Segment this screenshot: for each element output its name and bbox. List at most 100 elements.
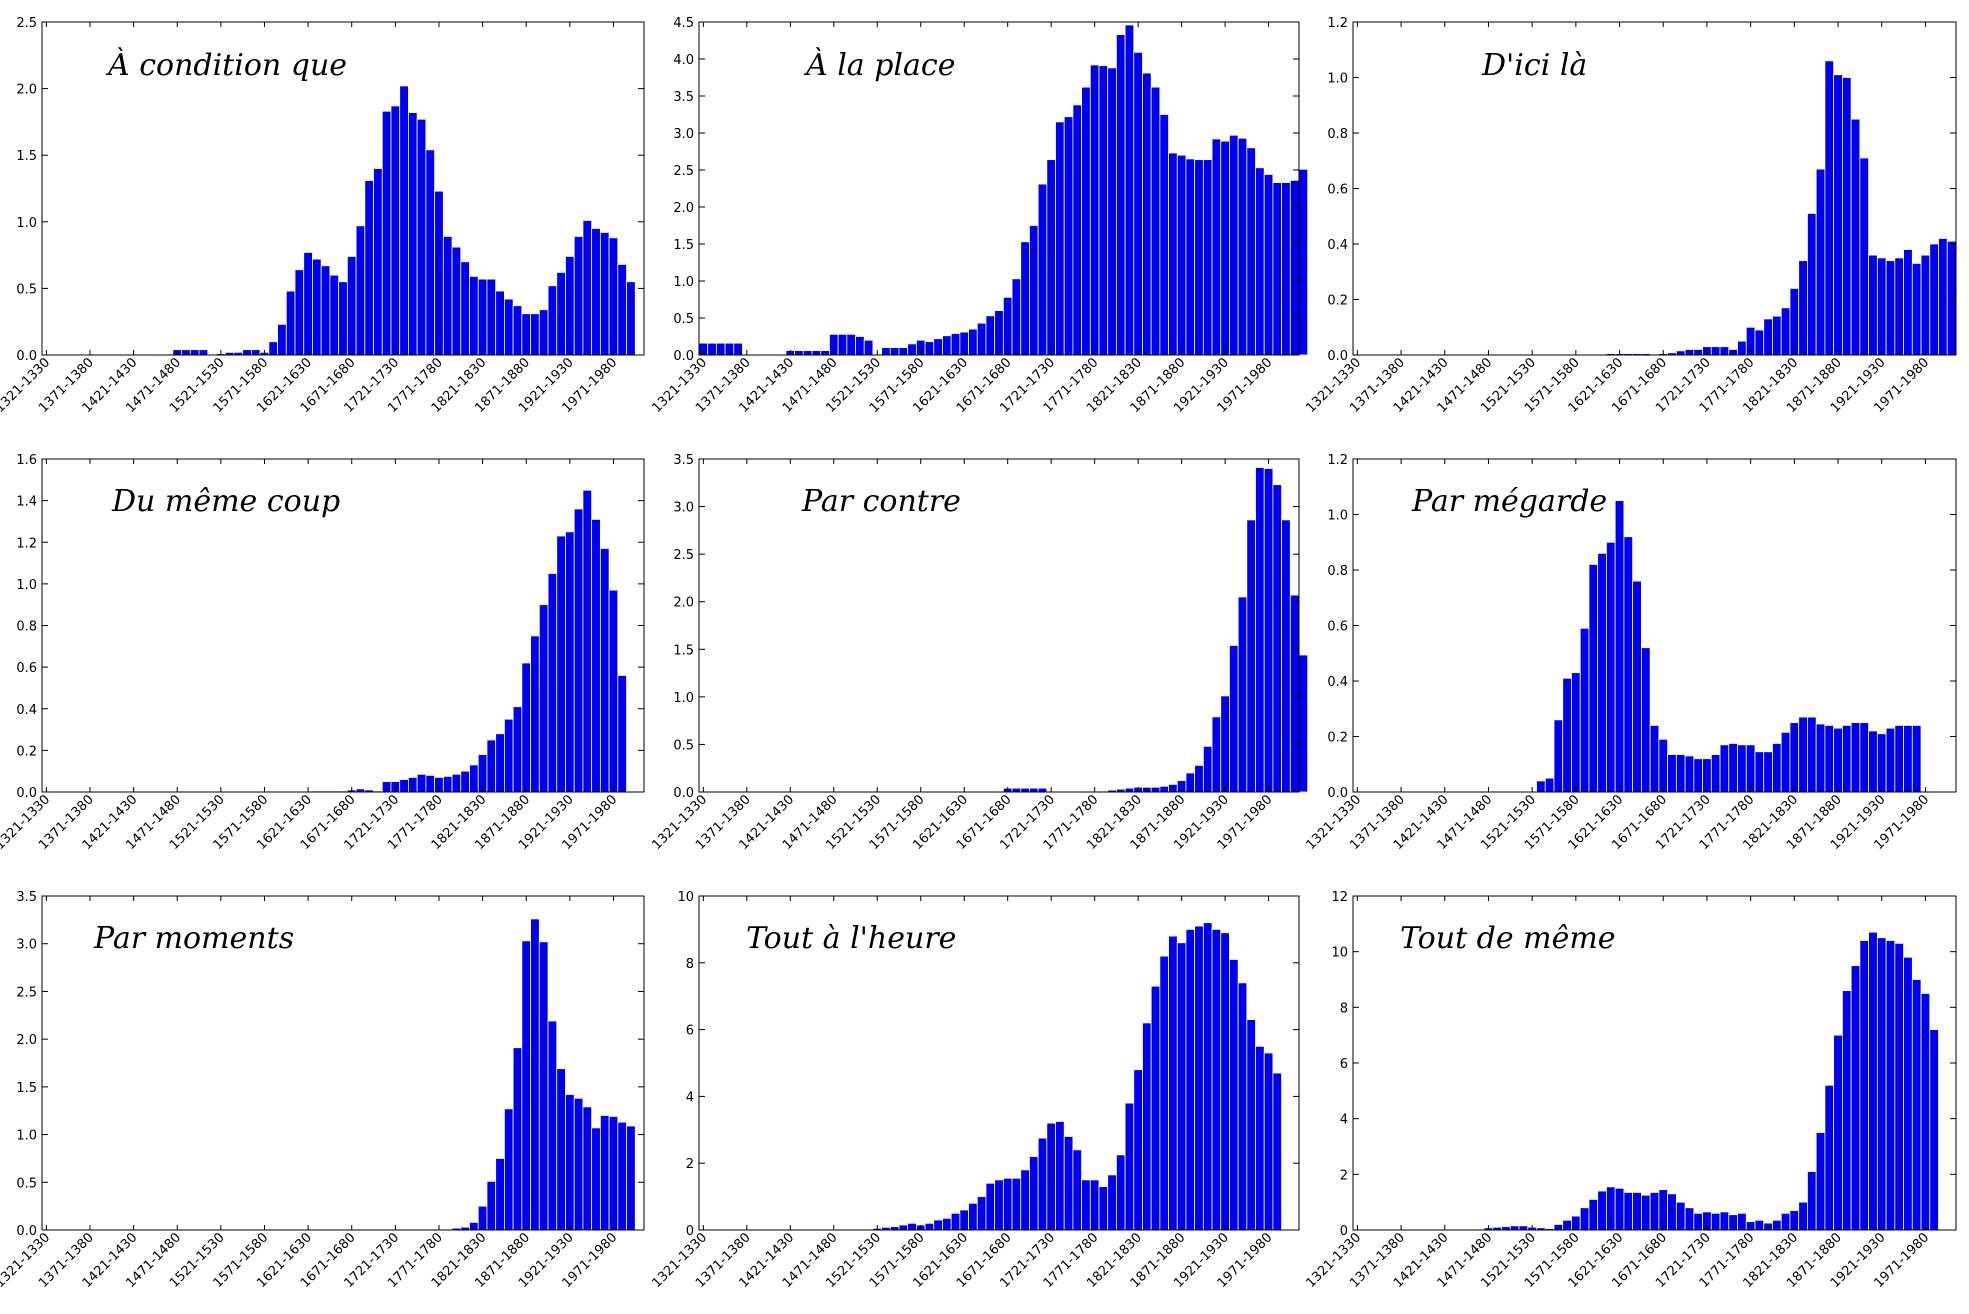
bar — [416, 118, 427, 356]
bar — [1501, 1226, 1511, 1231]
bar — [582, 220, 593, 356]
panel-9: 0246810121321-13301371-13801421-14301471… — [1303, 890, 1957, 1291]
bar — [1719, 346, 1730, 356]
bar — [1011, 1177, 1022, 1231]
bar — [1710, 754, 1721, 793]
bar — [1675, 754, 1686, 793]
bar — [1185, 772, 1196, 793]
bar — [1841, 725, 1852, 793]
bar — [837, 333, 848, 356]
bar — [1098, 65, 1109, 356]
bar — [1029, 787, 1039, 793]
bar — [1202, 922, 1213, 1231]
bar — [1824, 725, 1835, 793]
bar — [1850, 722, 1861, 793]
y-tick-label: 2.0 — [16, 83, 37, 98]
panel-3: 0.00.20.40.60.81.01.21321-13301371-13801… — [1303, 16, 1957, 416]
y-tick-label: 3.0 — [673, 501, 694, 516]
bar — [1789, 287, 1800, 356]
bar — [1597, 552, 1607, 793]
bar — [1202, 745, 1213, 793]
bar — [1640, 1194, 1651, 1231]
bar — [1675, 1201, 1686, 1231]
bar — [1946, 240, 1957, 356]
y-tick-label: 0.8 — [16, 620, 37, 635]
panel-2: 0.00.51.01.52.02.53.03.54.04.51321-13301… — [649, 16, 1309, 416]
bar — [181, 349, 191, 356]
bar — [1798, 260, 1808, 356]
bar — [1029, 1156, 1039, 1231]
bar — [1263, 1052, 1274, 1231]
bar — [1098, 1186, 1109, 1231]
bar — [1020, 787, 1030, 793]
bar — [1640, 647, 1651, 793]
y-tick-label: 2 — [686, 1157, 694, 1172]
bar — [242, 349, 252, 356]
bar — [1194, 925, 1204, 1231]
bar — [626, 1125, 636, 1231]
bar — [1046, 159, 1056, 356]
bar — [504, 298, 514, 356]
bar — [1063, 116, 1074, 356]
bar — [1693, 349, 1703, 356]
bar — [1911, 263, 1922, 356]
bar — [1081, 1179, 1091, 1231]
bar — [1211, 716, 1222, 793]
y-tick-label: 0.4 — [1327, 675, 1348, 690]
bar — [530, 313, 540, 356]
y-tick-label: 4 — [686, 1090, 694, 1105]
bar — [1885, 260, 1896, 356]
bar — [1229, 959, 1239, 1231]
y-tick-label: 1.0 — [16, 578, 37, 593]
bar — [1859, 157, 1870, 356]
bar — [1850, 118, 1861, 356]
bar — [538, 309, 549, 356]
bar — [1133, 1069, 1143, 1231]
bar — [617, 264, 627, 356]
bar — [1020, 241, 1030, 356]
bar — [425, 774, 436, 793]
bar — [994, 1179, 1004, 1231]
bar — [381, 110, 392, 356]
bar — [1903, 249, 1913, 356]
y-tick-label: 1.0 — [16, 216, 37, 231]
bar — [1055, 1121, 1065, 1231]
panel-title: Tout de même — [1400, 921, 1616, 956]
bar — [460, 261, 470, 356]
bar — [1728, 1214, 1738, 1231]
y-tick-label: 2.5 — [673, 548, 694, 563]
bar — [855, 336, 865, 356]
bar — [608, 237, 619, 356]
bar — [1754, 1219, 1765, 1231]
panel-title: D'ici là — [1481, 48, 1587, 83]
bar — [617, 1121, 627, 1231]
bar — [1833, 74, 1843, 356]
bar — [1255, 467, 1265, 793]
y-tick-label: 2.0 — [16, 1033, 37, 1048]
bar — [460, 770, 470, 793]
panel-title: Tout à l'heure — [746, 921, 956, 956]
bar — [1037, 1137, 1048, 1231]
bar — [1142, 1022, 1152, 1231]
bar — [1737, 744, 1747, 793]
bar — [495, 290, 505, 356]
panel-title: Par contre — [801, 484, 961, 519]
bar — [390, 105, 401, 356]
bar — [907, 1222, 917, 1231]
bar — [451, 246, 462, 356]
bar — [1220, 695, 1230, 793]
bar — [1536, 780, 1546, 793]
y-tick-label: 1.5 — [673, 238, 694, 253]
bar — [1859, 722, 1870, 793]
bar — [802, 350, 813, 356]
bar — [1911, 725, 1922, 793]
bar — [1159, 955, 1169, 1231]
bar — [889, 1226, 900, 1231]
bar — [968, 1202, 978, 1231]
bar — [1824, 1084, 1835, 1231]
bar — [565, 256, 575, 356]
bar — [1938, 238, 1948, 356]
bar — [320, 265, 331, 356]
bar — [364, 180, 374, 356]
y-tick-label: 1.2 — [1327, 453, 1348, 468]
